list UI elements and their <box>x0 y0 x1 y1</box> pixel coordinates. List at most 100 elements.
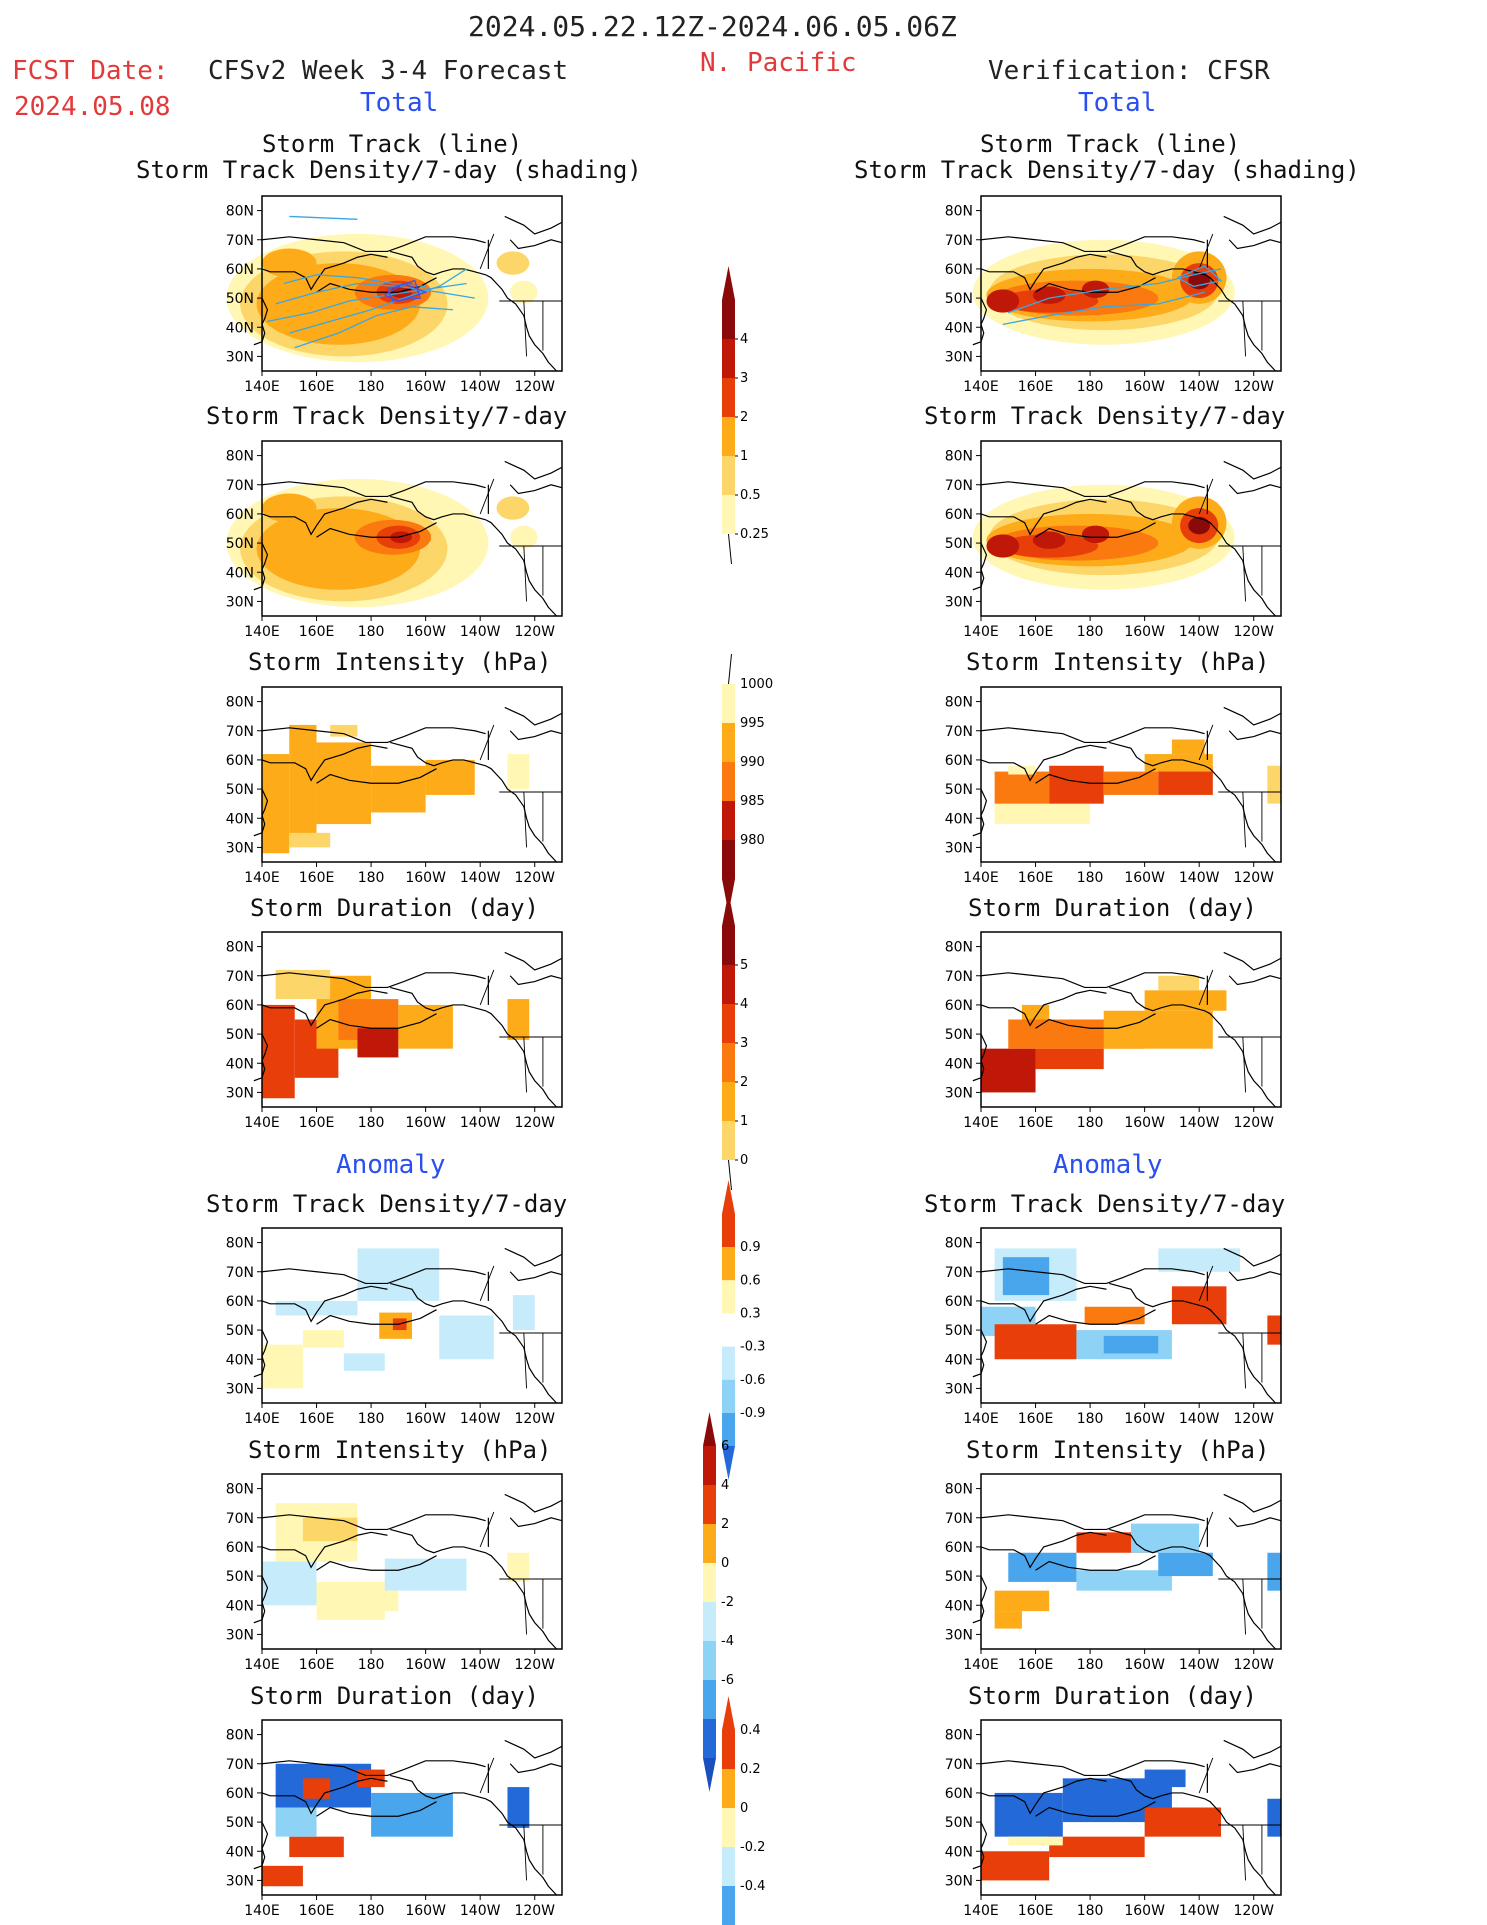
colorbar-arrow <box>722 266 735 300</box>
coastline <box>980 727 1205 744</box>
lat-label: 30N <box>945 349 973 365</box>
coastline <box>1035 768 1156 784</box>
colorbar-segment <box>722 965 735 1004</box>
grid-cell <box>262 1561 317 1606</box>
lon-label: 140W <box>460 1411 501 1427</box>
colorbar-tail <box>728 1159 732 1191</box>
lon-label: 160E <box>299 1657 335 1673</box>
lat-label: 70N <box>226 478 254 494</box>
coastline <box>980 1285 1107 1323</box>
lon-label: 120W <box>1233 1903 1274 1919</box>
grid-cell <box>1171 739 1205 755</box>
grid-cell <box>1049 1836 1145 1858</box>
storm-track-line <box>386 279 422 302</box>
coastline <box>980 498 1107 536</box>
storm-track-line <box>289 268 467 334</box>
coastline <box>261 1531 388 1569</box>
map-cfsr-track: 80N 70N 60N 50N 40N 30N 140E 160E 180 160W 140W 120… <box>945 195 1282 395</box>
map-frame <box>261 1719 563 1896</box>
lon-label: 140E <box>963 624 999 640</box>
lat-label: 40N <box>226 1844 254 1860</box>
density-shade <box>496 496 530 520</box>
grid-cell <box>1103 1335 1159 1354</box>
coastline <box>1228 484 1282 495</box>
lat-label: 30N <box>226 594 254 610</box>
colorbar-segment <box>722 1280 735 1314</box>
colorbar-duration-total: 5 4 3 2 1 0 <box>722 892 748 1191</box>
lon-label: 160E <box>1018 379 1054 395</box>
coastline <box>504 1739 563 1759</box>
title-l-track-shading: Storm Track Density/7-day (shading) <box>136 156 642 184</box>
density-shade <box>510 525 538 549</box>
title-l-duration: Storm Duration (day) <box>250 894 539 922</box>
coastline <box>509 1517 563 1528</box>
lat-label: 50N <box>945 782 973 798</box>
lon-label: 160W <box>1124 1115 1165 1131</box>
coastline <box>261 989 388 1027</box>
lat-label: 80N <box>226 204 254 220</box>
lat-label: 70N <box>226 1757 254 1773</box>
map-frame <box>261 1227 563 1404</box>
map-frame <box>261 195 563 372</box>
lat-label: 40N <box>945 1598 973 1614</box>
lon-label: 140E <box>963 379 999 395</box>
colorbar-segment <box>703 1524 716 1563</box>
lat-label: 30N <box>226 1381 254 1397</box>
lon-label: 120W <box>1233 1657 1274 1673</box>
lat-label: 70N <box>226 724 254 740</box>
border-line <box>1242 1578 1246 1635</box>
colorbar-label: 0 <box>721 1556 729 1571</box>
coastline <box>509 1763 563 1774</box>
grid-cell <box>1267 1798 1281 1837</box>
border-line <box>479 478 495 515</box>
coastline <box>980 989 1107 1027</box>
grid-cell <box>512 1295 535 1331</box>
colorbar-segment <box>722 1886 735 1925</box>
lat-label: 60N <box>945 753 973 769</box>
colorbar-segment <box>722 456 735 495</box>
colorbar-label: 3 <box>740 1036 748 1051</box>
title-l-intensity: Storm Intensity (hPa) <box>248 648 552 676</box>
lat-label: 80N <box>945 695 973 711</box>
lon-label: 140W <box>1179 1411 1220 1427</box>
colorbar-arrow <box>703 1412 716 1446</box>
lon-label: 140W <box>460 1115 501 1131</box>
colorbar-label: 0.3 <box>740 1306 761 1321</box>
grid-cell <box>316 742 372 825</box>
density-shade <box>510 280 538 304</box>
coastline <box>509 484 563 495</box>
lat-label: 80N <box>226 1482 254 1498</box>
title-r-density-anom: Storm Track Density/7-day <box>924 1190 1286 1218</box>
storm-track-line <box>289 215 358 220</box>
lon-label: 120W <box>514 1657 555 1673</box>
lat-label: 80N <box>945 449 973 465</box>
lat-label: 70N <box>226 1511 254 1527</box>
lat-label: 80N <box>226 695 254 711</box>
coastline <box>1228 1763 1282 1774</box>
grid-cell <box>1158 1248 1241 1272</box>
colorbar-segment <box>722 1346 735 1380</box>
coastline <box>1228 730 1282 741</box>
lat-label: 50N <box>226 1323 254 1339</box>
lat-label: 30N <box>226 349 254 365</box>
grid-cell <box>507 999 530 1040</box>
grid-cell <box>262 1344 303 1389</box>
grid-cell <box>1021 1004 1050 1020</box>
lat-label: 50N <box>945 1027 973 1043</box>
colorbar-segment <box>703 1641 716 1680</box>
density-shade <box>1081 280 1110 299</box>
title-l-density-anom: Storm Track Density/7-day <box>206 1190 568 1218</box>
coastline <box>504 1493 563 1513</box>
colorbar-segment <box>722 840 735 879</box>
colorbar-label: 1 <box>740 449 748 464</box>
coastline <box>1109 741 1276 863</box>
coastline <box>1223 215 1282 235</box>
lat-label: 80N <box>226 1236 254 1252</box>
lon-label: 160W <box>405 379 446 395</box>
coastline <box>509 239 563 250</box>
storm-track-line <box>294 306 453 349</box>
colorbar-label: 4 <box>740 997 748 1012</box>
storm-track-line <box>384 282 428 302</box>
title-l-track-line: Storm Track (line) <box>262 130 523 158</box>
